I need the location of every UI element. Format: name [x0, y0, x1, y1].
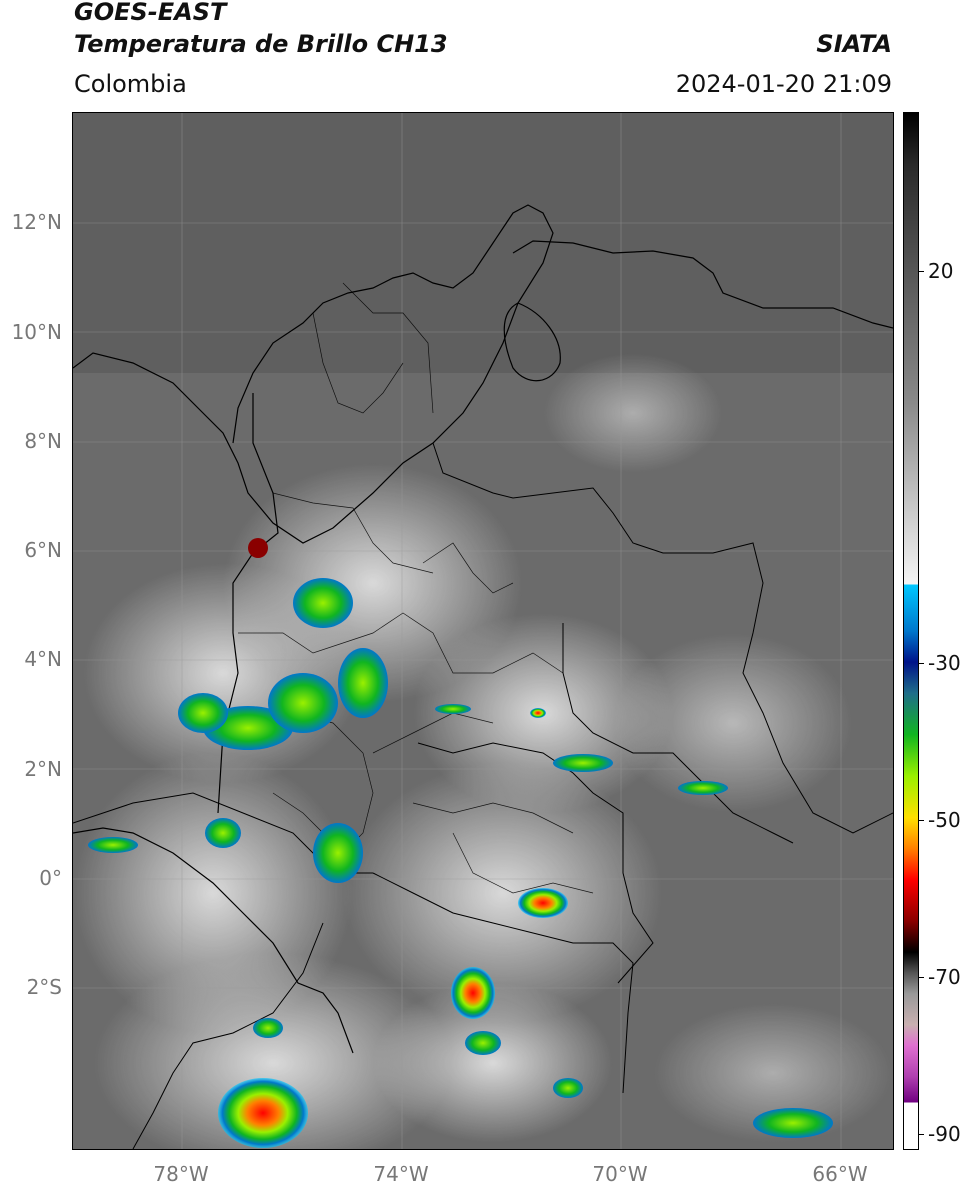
colorbar-tick: [918, 663, 924, 664]
storm-cells: [88, 538, 833, 1148]
storm-cell: [178, 693, 228, 733]
lat-label: 2°N: [24, 757, 62, 781]
storm-cell: [293, 578, 353, 628]
storm-cell: [205, 818, 241, 848]
colorbar: [903, 112, 919, 1150]
national-borders: [73, 442, 893, 1149]
lon-label: 66°W: [812, 1162, 868, 1186]
storm-cell: [465, 1031, 501, 1055]
colorbar-label: -50: [928, 808, 961, 832]
storm-cell: [435, 704, 471, 714]
graticule: [73, 113, 893, 1149]
lon-label: 74°W: [373, 1162, 429, 1186]
colorbar-tick: [918, 820, 924, 821]
storm-cell: [530, 708, 546, 718]
lat-label: 4°N: [24, 647, 62, 671]
lon-label: 70°W: [592, 1162, 648, 1186]
colorbar-tick: [918, 271, 924, 272]
colorbar-tick: [918, 1134, 924, 1135]
lat-label: 0°: [39, 866, 62, 890]
lon-label: 78°W: [153, 1162, 209, 1186]
storm-cell: [753, 1108, 833, 1138]
map-svg: [73, 113, 893, 1149]
storm-cell: [518, 888, 568, 918]
colorbar-label: -30: [928, 651, 961, 675]
lat-label: 12°N: [11, 210, 62, 234]
org-label: SIATA: [816, 30, 892, 58]
product-title: Temperatura de Brillo CH13: [74, 30, 448, 58]
storm-cell: [553, 1078, 583, 1098]
lat-label: 2°S: [26, 975, 62, 999]
satellite-title: GOES-EAST: [74, 0, 227, 26]
cloud-layer: [73, 353, 893, 1149]
lat-label: 6°N: [24, 538, 62, 562]
storm-cell: [253, 1018, 283, 1038]
timestamp-label: 2024-01-20 21:09: [675, 70, 892, 98]
storm-cell: [338, 648, 388, 718]
colorbar-label: -70: [928, 965, 961, 989]
storm-cell: [553, 754, 613, 772]
colorbar-tick: [918, 977, 924, 978]
storm-cell: [313, 823, 363, 883]
colorbar-label: 20: [928, 259, 954, 283]
storm-cell: [678, 781, 728, 795]
upper-sea: [73, 113, 893, 373]
storm-cell: [451, 967, 495, 1019]
lat-label: 10°N: [11, 320, 62, 344]
storm-cell: [218, 1078, 308, 1148]
storm-cell: [88, 837, 138, 853]
coastlines: [73, 204, 893, 1054]
storm-cell: [268, 673, 338, 733]
storm-cell: [248, 538, 268, 558]
satellite-map[interactable]: [72, 112, 894, 1150]
lat-label: 8°N: [24, 429, 62, 453]
region-label: Colombia: [74, 70, 187, 98]
colorbar-label: -90: [928, 1122, 961, 1146]
